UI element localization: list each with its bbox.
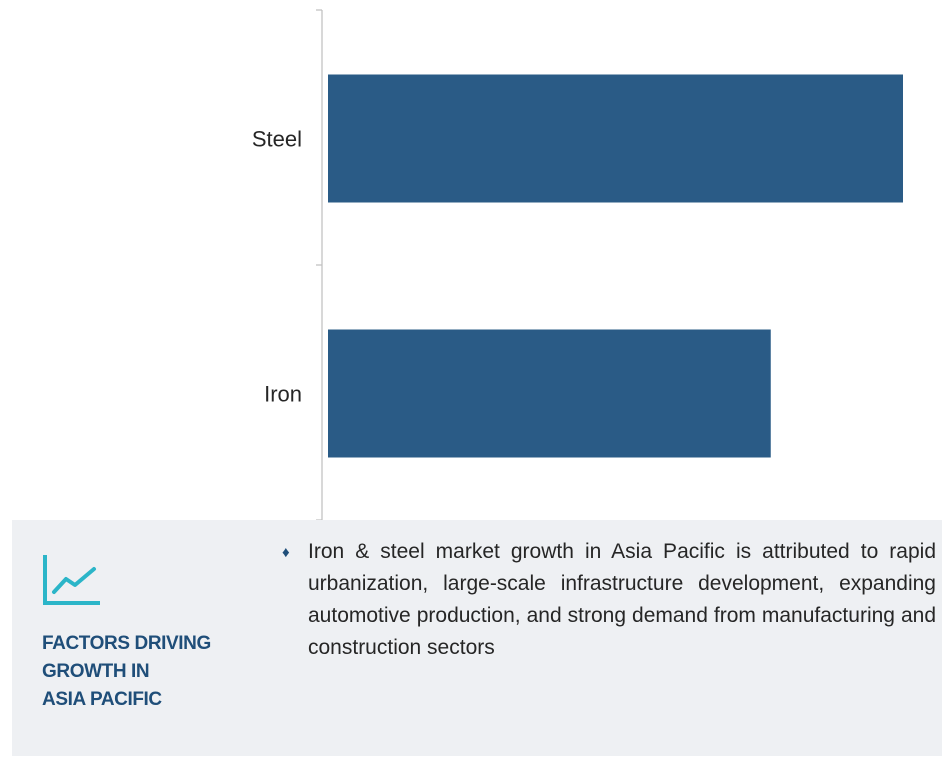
category-label-iron: Iron <box>264 382 302 407</box>
factors-title-line-3: ASIA PACIFIC <box>42 689 162 710</box>
category-label-steel: Steel <box>252 127 302 152</box>
bar-steel <box>328 74 903 203</box>
factors-description: Iron & steel market growth in Asia Pacif… <box>308 540 936 659</box>
factors-title: FACTORS DRIVING GROWTH IN ASIA PACIFIC <box>42 630 272 714</box>
bullet-icon: ♦ <box>282 544 290 561</box>
bar-iron <box>328 329 771 458</box>
category-labels: Steel Iron <box>252 127 302 407</box>
factors-title-line-1: FACTORS DRIVING <box>42 633 211 654</box>
factors-panel: FACTORS DRIVING GROWTH IN ASIA PACIFIC ♦… <box>12 520 942 756</box>
category-ticks <box>316 9 322 521</box>
bars-group <box>328 74 903 458</box>
trend-line-icon <box>43 555 100 605</box>
factors-title-line-2: GROWTH IN <box>42 661 150 682</box>
bar-chart: Steel Iron <box>252 9 903 521</box>
